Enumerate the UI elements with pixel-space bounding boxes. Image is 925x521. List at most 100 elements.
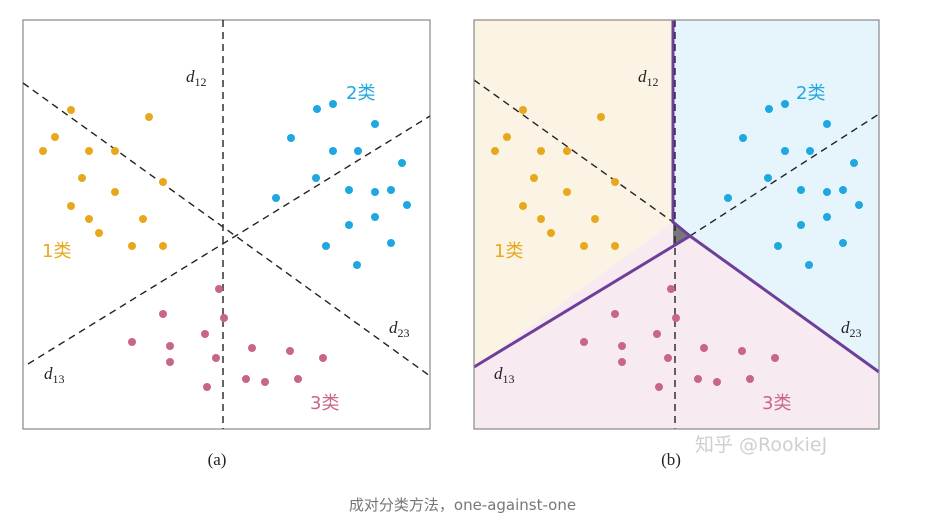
panel-b-c3-point-7 xyxy=(664,354,672,362)
figure-caption: 成对分类方法，one-against-one xyxy=(348,496,577,514)
panel-a-label: (a) xyxy=(208,450,227,469)
panel-a-c2-point-7 xyxy=(398,159,406,167)
panel-a-c1-point-6 xyxy=(111,147,119,155)
panel-b-c2-point-12 xyxy=(724,194,732,202)
panel-b-c3-point-13 xyxy=(713,378,721,386)
panel-b-c3-point-12 xyxy=(694,375,702,383)
panel-b-boundary-upper xyxy=(671,20,691,238)
panel-b-c3-point-5 xyxy=(580,338,588,346)
panel-a-class1-label: 1类 xyxy=(42,241,71,262)
panel-b-frame xyxy=(473,19,880,430)
panel-b-d12-label: d12 xyxy=(638,67,659,89)
panel-b-c3-point-14 xyxy=(746,375,754,383)
panel-b-c2-point-10 xyxy=(823,188,831,196)
panel-a-c2-point-3 xyxy=(371,120,379,128)
panel-a-c2-point-14 xyxy=(345,221,353,229)
panel-a-class3-label: 3类 xyxy=(310,393,339,414)
panel-b-c1-point-6 xyxy=(563,147,571,155)
panel-a-c1-point-5 xyxy=(85,147,93,155)
panel-a-c1-point-10 xyxy=(67,202,75,210)
panel-a-c2-point-11 xyxy=(387,186,395,194)
panel-b-c1-point-8 xyxy=(611,178,619,186)
panel-b-boundary-left xyxy=(473,234,691,369)
panel-b-c3-point-1 xyxy=(667,285,675,293)
panel-a-c2-point-13 xyxy=(403,201,411,209)
panel-a-class2-points xyxy=(272,100,411,269)
panel-b-c1-point-5 xyxy=(537,147,545,155)
panel-a-c1-point-7 xyxy=(78,174,86,182)
panel-b-c1-point-12 xyxy=(591,215,599,223)
panel-b-c3-point-3 xyxy=(672,314,680,322)
panel-a-c1-point-9 xyxy=(111,188,119,196)
panel-a-c2-point-10 xyxy=(371,188,379,196)
panel-a-line-d23 xyxy=(27,115,431,365)
panel-b: d12 d13 d23 1类 2类 3类 (b) xyxy=(473,19,880,469)
panel-a-frame xyxy=(22,19,431,430)
panel-a-c1-point-1 xyxy=(67,106,75,114)
panel-b-c1-point-13 xyxy=(547,229,555,237)
panel-b-c2-point-9 xyxy=(797,186,805,194)
panel-b-c1-point-2 xyxy=(597,113,605,121)
panel-a-c2-point-18 xyxy=(353,261,361,269)
panel-b-c1-point-7 xyxy=(530,174,538,182)
panel-a-c1-point-14 xyxy=(128,242,136,250)
panel-b-class1-points xyxy=(491,106,619,250)
panel-b-c1-point-14 xyxy=(580,242,588,250)
panel-a-c3-point-1 xyxy=(215,285,223,293)
panel-b-c2-point-16 xyxy=(839,239,847,247)
panel-a-c1-point-2 xyxy=(145,113,153,121)
panel-b-c2-point-1 xyxy=(765,105,773,113)
panel-a-c3-point-15 xyxy=(203,383,211,391)
panel-a-c1-point-15 xyxy=(159,242,167,250)
panel-a-d13-label: d13 xyxy=(44,364,65,386)
panel-b-c3-point-11 xyxy=(618,358,626,366)
panel-a-c1-point-4 xyxy=(39,147,47,155)
panel-b-c2-point-11 xyxy=(839,186,847,194)
panel-a-c3-point-14 xyxy=(294,375,302,383)
panel-b-c2-point-8 xyxy=(764,174,772,182)
panel-b-d13-label: d13 xyxy=(494,364,515,386)
panel-a-c3-point-10 xyxy=(319,354,327,362)
panel-b-c3-point-15 xyxy=(655,383,663,391)
panel-b-line-d13 xyxy=(473,79,674,223)
watermark: 知乎 @RookieJ xyxy=(695,434,827,456)
panel-a-c3-point-4 xyxy=(201,330,209,338)
panel-b-c2-point-5 xyxy=(781,147,789,155)
panel-a-c2-point-15 xyxy=(371,213,379,221)
panel-a-c3-point-13 xyxy=(261,378,269,386)
panel-b-c3-point-9 xyxy=(738,347,746,355)
panel-b-c2-point-7 xyxy=(850,159,858,167)
panel-b-line-d23 xyxy=(689,113,880,237)
panel-a-c2-point-1 xyxy=(313,105,321,113)
panel-a-class1-points xyxy=(39,106,167,250)
panel-a-c2-point-16 xyxy=(387,239,395,247)
panel-b-c2-point-4 xyxy=(739,134,747,142)
panel-a-c2-point-4 xyxy=(287,134,295,142)
panel-a-c3-point-11 xyxy=(166,358,174,366)
panel-b-region-class3 xyxy=(474,222,879,429)
panel-b-d23-label: d23 xyxy=(841,318,862,340)
panel-b-c2-point-14 xyxy=(797,221,805,229)
panel-a-c2-point-17 xyxy=(322,242,330,250)
panel-b-c1-point-1 xyxy=(519,106,527,114)
panel-a-c2-point-8 xyxy=(312,174,320,182)
panel-b-c1-point-11 xyxy=(537,215,545,223)
panel-a-c1-point-11 xyxy=(85,215,93,223)
panel-b-class3-points xyxy=(580,285,779,391)
panel-a: d12 d13 d23 1类 2类 3类 (a) xyxy=(22,19,431,469)
panel-a-c3-point-2 xyxy=(159,310,167,318)
panel-b-c2-point-17 xyxy=(774,242,782,250)
panel-b-c2-point-2 xyxy=(781,100,789,108)
panel-b-class1-label: 1类 xyxy=(494,241,523,262)
panel-a-c1-point-3 xyxy=(51,133,59,141)
panel-a-c2-point-9 xyxy=(345,186,353,194)
panel-a-c2-point-6 xyxy=(354,147,362,155)
panel-b-label: (b) xyxy=(661,450,681,469)
panel-a-c3-point-7 xyxy=(212,354,220,362)
panel-b-c1-point-4 xyxy=(491,147,499,155)
panel-a-c1-point-8 xyxy=(159,178,167,186)
panel-b-ambiguous-region xyxy=(673,222,690,247)
panel-b-c3-point-8 xyxy=(700,344,708,352)
panel-b-c3-point-2 xyxy=(611,310,619,318)
panel-a-c3-point-5 xyxy=(128,338,136,346)
